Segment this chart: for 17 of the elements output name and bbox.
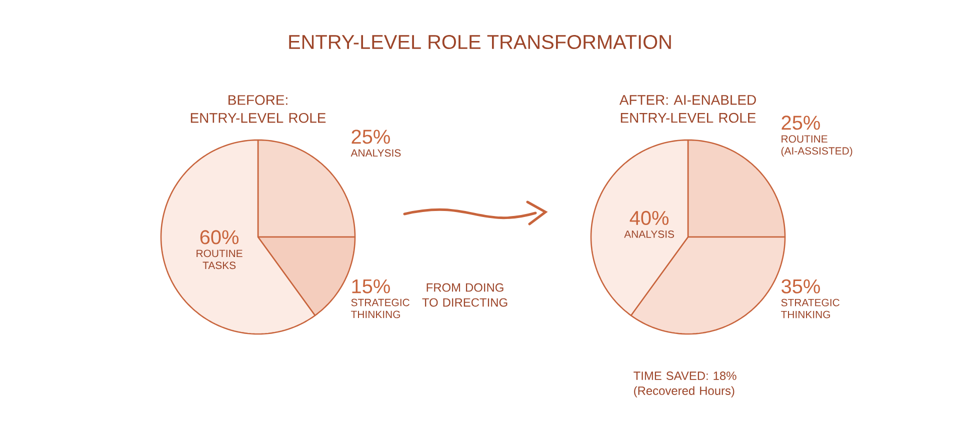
chart-title: AFTER: AI-ENABLED ENTRY-LEVEL ROLE <box>619 95 756 123</box>
text: FROM DOING TO DIRECTING <box>422 283 508 307</box>
data-label: 15% <box>352 279 390 294</box>
data-label: 60% <box>200 230 239 244</box>
data-label: 25% <box>782 116 820 130</box>
data-label: 25% <box>352 130 390 144</box>
text: TIME SAVED: 18% (Recovered Hours) <box>634 372 736 398</box>
slice-label: ANALYSIS <box>624 230 674 238</box>
slice-label: ROUTINE TASKS <box>196 250 242 270</box>
data-label: 40% <box>630 210 669 226</box>
slice-label: ANALYSIS <box>350 149 401 157</box>
slice-label: ROUTINE (AI-ASSISTED) <box>781 135 852 157</box>
data-label: 35% <box>782 279 820 294</box>
chart-title: BEFORE: ENTRY-LEVEL ROLE <box>190 95 326 123</box>
slice-label: STRATEGIC THINKING <box>351 298 410 318</box>
slice-label: STRATEGIC THINKING <box>781 298 840 318</box>
text: ENTRY-LEVEL ROLE TRANSFORMATION <box>289 34 671 50</box>
